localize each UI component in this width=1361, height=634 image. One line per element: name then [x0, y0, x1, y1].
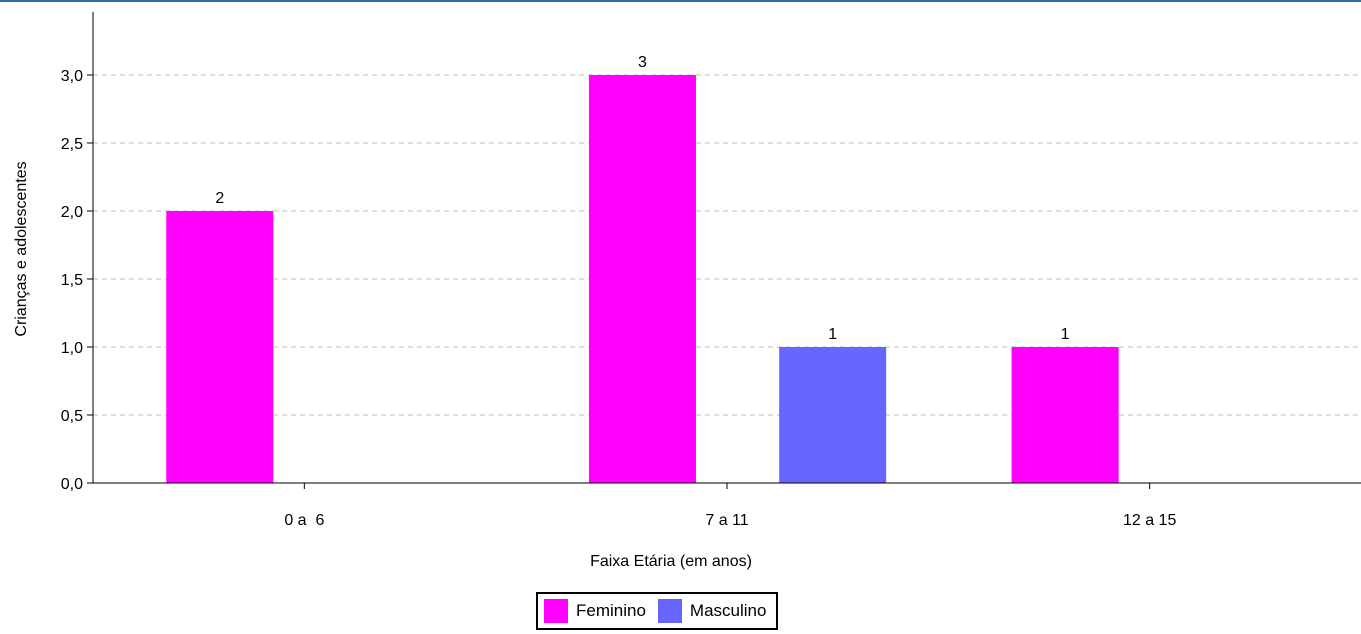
x-tick-label: 12 a 15 [1123, 512, 1176, 529]
bars [166, 75, 1119, 483]
x-axis-title: Faixa Etária (em anos) [590, 553, 752, 570]
legend-label-masculino: Masculino [689, 601, 767, 620]
bar-feminino-1 [588, 75, 696, 483]
grid-lines [93, 74, 1361, 416]
legend-label-feminino: Feminino [576, 601, 646, 620]
y-tick-label: 2,0 [61, 204, 83, 221]
top-border [0, 0, 1361, 2]
y-axis-title: Crianças e adolescentes [13, 161, 30, 336]
y-tick-label: 0,5 [61, 408, 83, 425]
legend: Feminino Masculino [536, 592, 779, 630]
y-tick-label: 3,0 [61, 68, 83, 85]
legend-item-feminino: Feminino [544, 599, 646, 623]
x-tick-label: 7 a 11 [705, 512, 748, 529]
x-tick-label: 0 a 6 [284, 512, 324, 529]
legend-item-masculino: Masculino [657, 599, 767, 623]
legend-swatch-masculino [657, 599, 682, 623]
bar-chart: 0,0 0,5 1,0 1,5 2,0 2,5 3,0 2 0 a 6 3 1 7 a 11 1 12 a… [13, 12, 1361, 570]
bar-masculino-1 [779, 347, 887, 483]
bar-feminino-0 [166, 211, 274, 483]
data-label: 2 [215, 190, 224, 207]
y-tick-label: 2,5 [61, 136, 83, 153]
bar-feminino-2 [1011, 347, 1119, 483]
y-tick-label: 1,0 [61, 340, 83, 357]
data-label: 1 [828, 326, 837, 343]
legend-swatch-feminino [544, 599, 568, 623]
labels: 0,0 0,5 1,0 1,5 2,0 2,5 3,0 2 0 a 6 3 1 7 a 11 1 12 a… [61, 54, 1177, 529]
data-label: 1 [1061, 326, 1070, 343]
y-tick-label: 1,5 [61, 272, 83, 289]
data-label: 3 [638, 54, 647, 71]
y-tick-label: 0,0 [61, 476, 83, 493]
axes [87, 12, 1361, 489]
